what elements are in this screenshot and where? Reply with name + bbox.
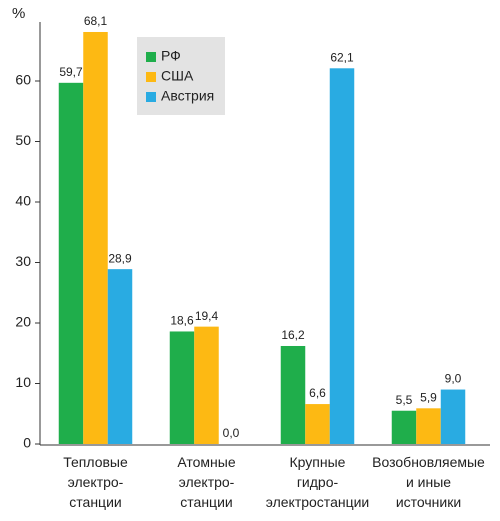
y-tick-label: 60 — [15, 72, 31, 88]
value-label: 59,7 — [59, 65, 83, 79]
value-label: 68,1 — [84, 14, 108, 28]
x-tick-label: Атомные электро- станции — [177, 454, 236, 510]
legend-swatch — [146, 72, 156, 82]
y-tick-label: 0 — [23, 435, 31, 451]
y-tick-label: 20 — [15, 314, 31, 330]
bar — [305, 404, 330, 444]
value-label: 9,0 — [445, 372, 462, 386]
y-axis-label: % — [12, 5, 25, 22]
value-label: 5,5 — [396, 393, 413, 407]
x-tick-label: Возобновляемые и иные источники — [372, 454, 485, 510]
y-tick-label: 10 — [15, 374, 31, 390]
x-tick-label: Крупные гидро- электростанции — [265, 454, 370, 510]
value-label: 18,6 — [170, 314, 194, 328]
bar — [194, 326, 219, 444]
bar — [280, 345, 306, 444]
value-label: 28,9 — [108, 251, 132, 265]
y-tick-label: 40 — [15, 193, 31, 209]
bar — [391, 410, 417, 444]
legend-label: РФ — [161, 48, 181, 64]
value-label: 16,2 — [281, 328, 305, 342]
bar — [83, 31, 108, 445]
bar — [416, 408, 441, 444]
bar — [169, 331, 195, 444]
value-label: 5,9 — [420, 390, 437, 404]
legend-label: Австрия — [161, 88, 214, 104]
y-tick-label: 30 — [15, 253, 31, 269]
bar — [329, 68, 355, 445]
legend-swatch — [146, 52, 156, 62]
value-label: 19,4 — [195, 309, 219, 323]
legend-label: США — [161, 68, 194, 84]
value-label: 6,6 — [309, 386, 326, 400]
y-tick-label: 50 — [15, 132, 31, 148]
value-label: 62,1 — [330, 50, 354, 64]
value-label: 0,0 — [223, 426, 240, 440]
bar — [440, 389, 466, 444]
bar — [107, 269, 133, 444]
bar — [58, 82, 84, 444]
x-tick-label: Тепловые электро- станции — [63, 454, 128, 510]
legend-swatch — [146, 92, 156, 102]
